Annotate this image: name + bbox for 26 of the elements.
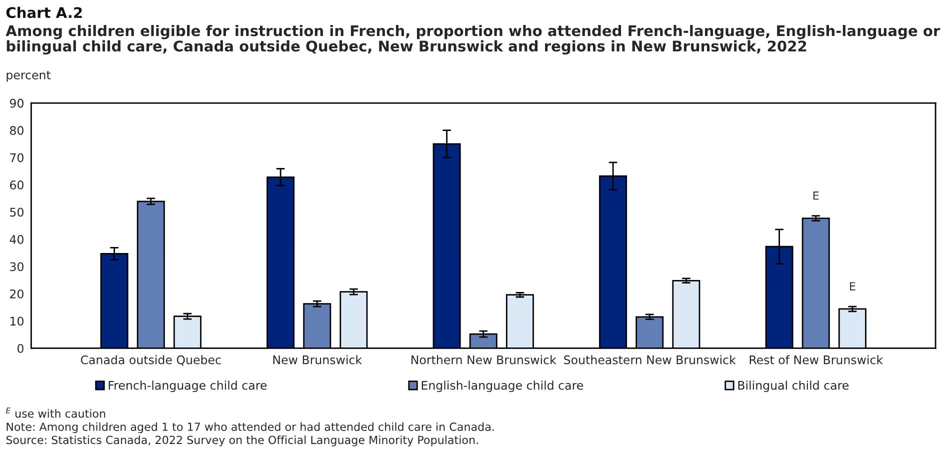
y-tick-label: 80: [10, 126, 24, 135]
x-tick-label: Southeastern New Brunswick: [564, 355, 736, 364]
y-tick-label: 50: [10, 208, 24, 217]
data-label: E: [813, 192, 819, 200]
y-tick-label: 10: [10, 316, 24, 326]
y-tick-label: 30: [10, 262, 24, 272]
chart-subtitle: Among children eligible for instruction in French, proportion who attended French-language, English-language or bilingual child care, Canada outside Quebec, New Brunswick and regions in New Brunswick, 2022: [6, 24, 940, 55]
x-tick-label: New Brunswick: [273, 355, 362, 364]
x-tick-label: Northern New Brunswick: [412, 355, 556, 364]
x-tick-label: Canada outside Quebec: [80, 355, 221, 366]
text: Note: Among children aged 1 to 17 who attended or had attended child care in Canada.: [6, 422, 494, 434]
source-note: Source: Statistics Canada, 2022 Survey on the Official Language Minority Population.: [6, 436, 478, 446]
legend-label: French-language child care: [108, 380, 267, 392]
chart-title: Chart A.2: [6, 6, 82, 18]
data-label: E: [850, 282, 856, 290]
legend-label: Bilingual child care: [738, 380, 849, 392]
y-tick-label: 90: [10, 98, 24, 108]
y-axis-title: percent: [6, 70, 51, 82]
legend-label: English-language child care: [422, 380, 584, 392]
y-tick-label: 40: [10, 234, 24, 244]
text: $^{E}$ use with caution: [6, 408, 106, 418]
x-tick-label: Rest of New Brunswick: [750, 355, 884, 364]
y-tick-label: 20: [10, 289, 24, 298]
y-tick-label: 70: [10, 153, 24, 162]
y-tick-label: 0: [18, 344, 24, 353]
y-tick-label: 60: [10, 180, 24, 190]
